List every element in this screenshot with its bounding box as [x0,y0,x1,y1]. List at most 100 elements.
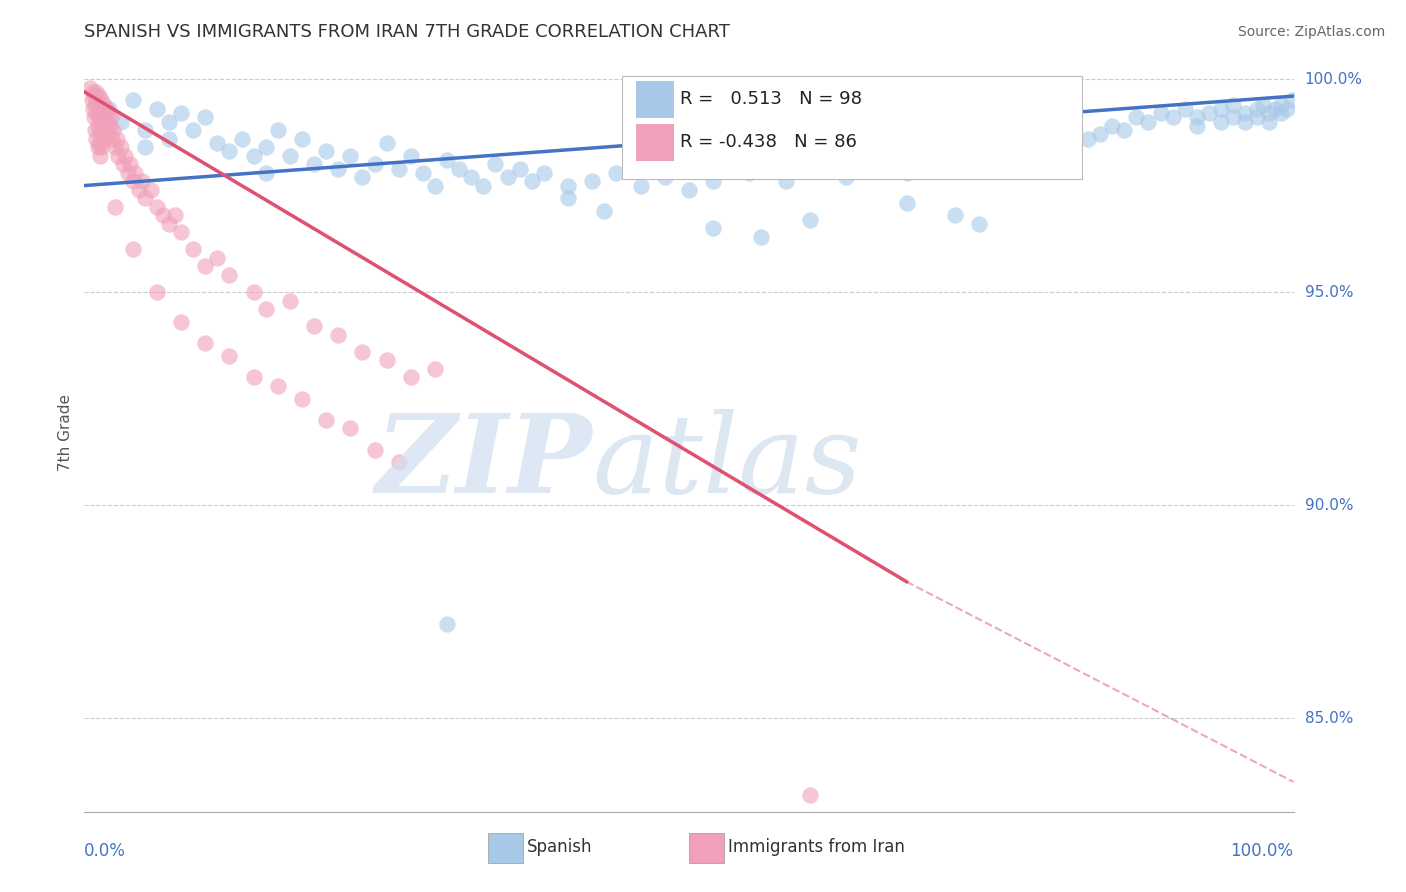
Point [218,268,240,282]
Point [363,442,385,457]
Point [423,178,446,193]
Point [89,149,111,163]
Point [97,128,120,142]
Text: R = -0.438   N = 86: R = -0.438 N = 86 [681,133,858,152]
Point [91,106,114,120]
Point [339,421,361,435]
Point [152,208,174,222]
Point [86,119,108,133]
Point [460,169,482,184]
Point [654,169,676,184]
Point [896,166,918,180]
Point [352,169,374,184]
Point [1222,111,1244,125]
Point [449,161,471,176]
Point [157,217,180,231]
Point [89,123,111,137]
Point [165,208,187,222]
Point [520,174,543,188]
Point [1125,111,1147,125]
Point [124,166,146,180]
Point [121,94,143,108]
Point [388,455,411,469]
Point [1004,140,1026,154]
Point [412,166,434,180]
Point [121,243,143,257]
FancyBboxPatch shape [636,124,675,161]
Point [1264,102,1286,116]
Point [194,111,217,125]
Point [1137,114,1160,128]
Point [93,119,115,133]
Point [484,157,506,171]
Point [112,157,135,171]
Point [134,123,156,137]
Point [86,106,108,120]
Point [157,114,180,128]
Point [110,140,132,154]
Point [291,392,314,406]
Point [1246,111,1268,125]
Point [1270,97,1292,112]
Text: 100.0%: 100.0% [1305,71,1362,87]
Point [128,183,150,197]
Point [339,149,361,163]
Point [87,136,110,150]
Point [352,344,374,359]
Point [363,157,385,171]
Point [98,119,121,133]
Point [97,106,120,120]
Point [117,166,139,180]
Point [103,123,125,137]
Point [388,161,411,176]
Point [1185,111,1208,125]
Point [315,145,337,159]
Point [943,208,966,222]
Point [170,226,193,240]
Point [328,161,350,176]
Point [278,149,301,163]
Point [242,370,264,384]
Point [121,174,143,188]
Point [207,136,229,150]
Point [86,132,108,146]
Point [94,123,117,137]
Point [267,378,290,392]
Point [835,169,858,184]
Point [896,195,918,210]
Point [1149,106,1171,120]
Point [254,140,277,154]
Point [278,293,301,308]
Point [738,166,761,180]
Point [678,183,700,197]
Point [496,169,519,184]
FancyBboxPatch shape [488,833,523,863]
Point [1209,102,1232,116]
Point [90,114,112,128]
Text: SPANISH VS IMMIGRANTS FROM IRAN 7TH GRADE CORRELATION CHART: SPANISH VS IMMIGRANTS FROM IRAN 7TH GRAD… [84,23,730,41]
Point [87,111,110,125]
Point [110,114,132,128]
Point [1270,106,1292,120]
Text: R =   0.513   N = 98: R = 0.513 N = 98 [681,90,862,108]
Text: 0.0%: 0.0% [84,842,127,860]
Point [1077,132,1099,146]
Point [1222,97,1244,112]
Point [1258,114,1281,128]
Point [1209,114,1232,128]
Point [1101,119,1123,133]
Point [84,97,107,112]
Point [181,123,204,137]
Point [87,89,110,103]
Point [1234,114,1257,128]
Point [89,102,111,116]
Text: 100.0%: 100.0% [1230,842,1294,860]
Text: ZIP: ZIP [375,409,592,516]
Point [581,174,603,188]
Point [100,111,122,125]
Point [146,200,169,214]
Point [630,178,652,193]
Point [82,102,104,116]
Point [104,200,127,214]
Point [139,183,162,197]
